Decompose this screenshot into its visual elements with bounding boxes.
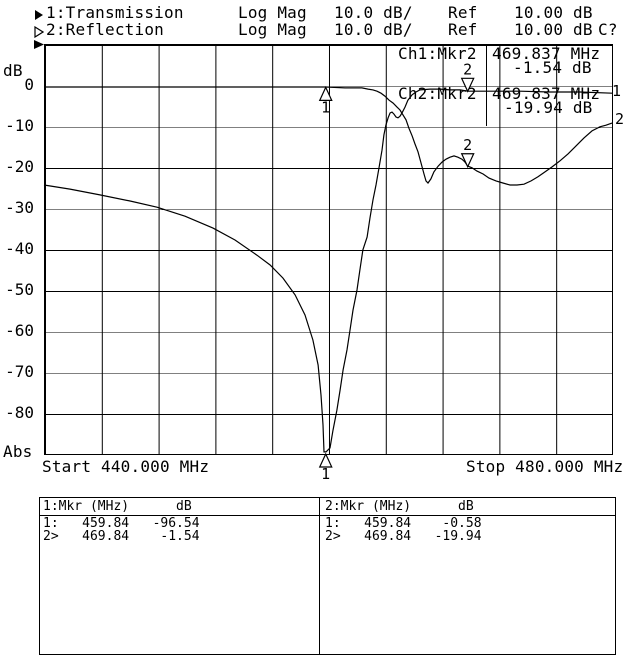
trace-transmission [43, 88, 613, 453]
y-axis-tick-label: -30 [5, 198, 34, 217]
trace-2-label: 2 [615, 110, 625, 128]
channel-1-active-arrow-icon [35, 10, 43, 20]
marker-table-header-rule [40, 515, 616, 516]
marker-table-left-row: 2> 469.84 -1.54 [43, 529, 200, 544]
y-axis-tick-label: -60 [5, 321, 34, 340]
marker-2-ch2-number: 2 [463, 136, 472, 154]
y-axis-tick-label: -20 [5, 157, 34, 176]
channel-2-ref-value: 10.00 dB [514, 20, 593, 39]
trace-reflection [44, 86, 613, 186]
marker-1-ch1-number: 1 [321, 465, 330, 483]
graticule-grid [44, 44, 613, 455]
x-axis-start-label: Start 440.000 MHz [42, 457, 210, 476]
y-axis-unit: dB [3, 61, 23, 80]
y-axis-bottom-label: Abs [3, 442, 33, 461]
channel-1-ref-label: Ref [448, 3, 478, 22]
y-axis-tick-label: 0 [24, 75, 34, 94]
channel-2-label: 2:Reflection [46, 20, 164, 39]
marker-table-left-row: 1: 459.84 -96.54 [43, 516, 200, 531]
channel-2-inactive-arrow-icon [34, 26, 44, 38]
marker-2-ch1-symbol [460, 77, 475, 93]
marker-table-right-header: 2:Mkr (MHz) dB [325, 499, 474, 514]
marker-table-right-row: 2> 469.84 -19.94 [325, 529, 482, 544]
y-axis-tick-label: -50 [5, 280, 34, 299]
marker-1-ch2-number: 1 [321, 98, 330, 116]
channel-1-label: 1:Transmission [46, 3, 184, 22]
channel-2-format: Log Mag [238, 20, 307, 39]
channel-2-scale: 10.0 dB/ [334, 20, 413, 39]
ch2-marker-readout-freq: 469.837 MHz [492, 84, 601, 103]
marker-table-divider [319, 498, 320, 655]
ch1-marker-readout-value: -1.54 dB [513, 58, 592, 77]
x-axis-stop-label: Stop 480.000 MHz [466, 457, 624, 476]
y-axis-tick-label: -70 [5, 362, 34, 381]
channel-1-scale: 10.0 dB/ [334, 3, 413, 22]
ch1-marker-readout-title: Ch1:Mkr2 [398, 44, 477, 63]
marker-2-ch1-number: 2 [463, 60, 472, 78]
y-axis-tick-label: -80 [5, 403, 34, 422]
cal-status: C? [598, 20, 618, 39]
channel-1-ref-value: 10.00 dB [514, 3, 593, 22]
marker-1-ch1-symbol [318, 452, 333, 468]
marker-table [39, 497, 616, 655]
ch2-marker-readout-value: -19.94 dB [504, 98, 593, 117]
channel-2-ref-label: Ref [448, 20, 478, 39]
trace-1-label: 1 [612, 82, 622, 100]
channel-1-format: Log Mag [238, 3, 307, 22]
marker-1-ch2-symbol [318, 85, 333, 101]
marker-table-right-row: 1: 459.84 -0.58 [325, 516, 482, 531]
y-axis-tick-label: -10 [5, 116, 34, 135]
y-axis-tick-label: -40 [5, 239, 34, 258]
ref-level-arrow-icon [34, 40, 44, 49]
marker-readout-divider [486, 44, 487, 126]
marker-2-ch2-symbol [460, 153, 475, 169]
marker-table-left-header: 1:Mkr (MHz) dB [43, 499, 192, 514]
ch1-marker-readout-freq: 469.837 MHz [492, 44, 601, 63]
